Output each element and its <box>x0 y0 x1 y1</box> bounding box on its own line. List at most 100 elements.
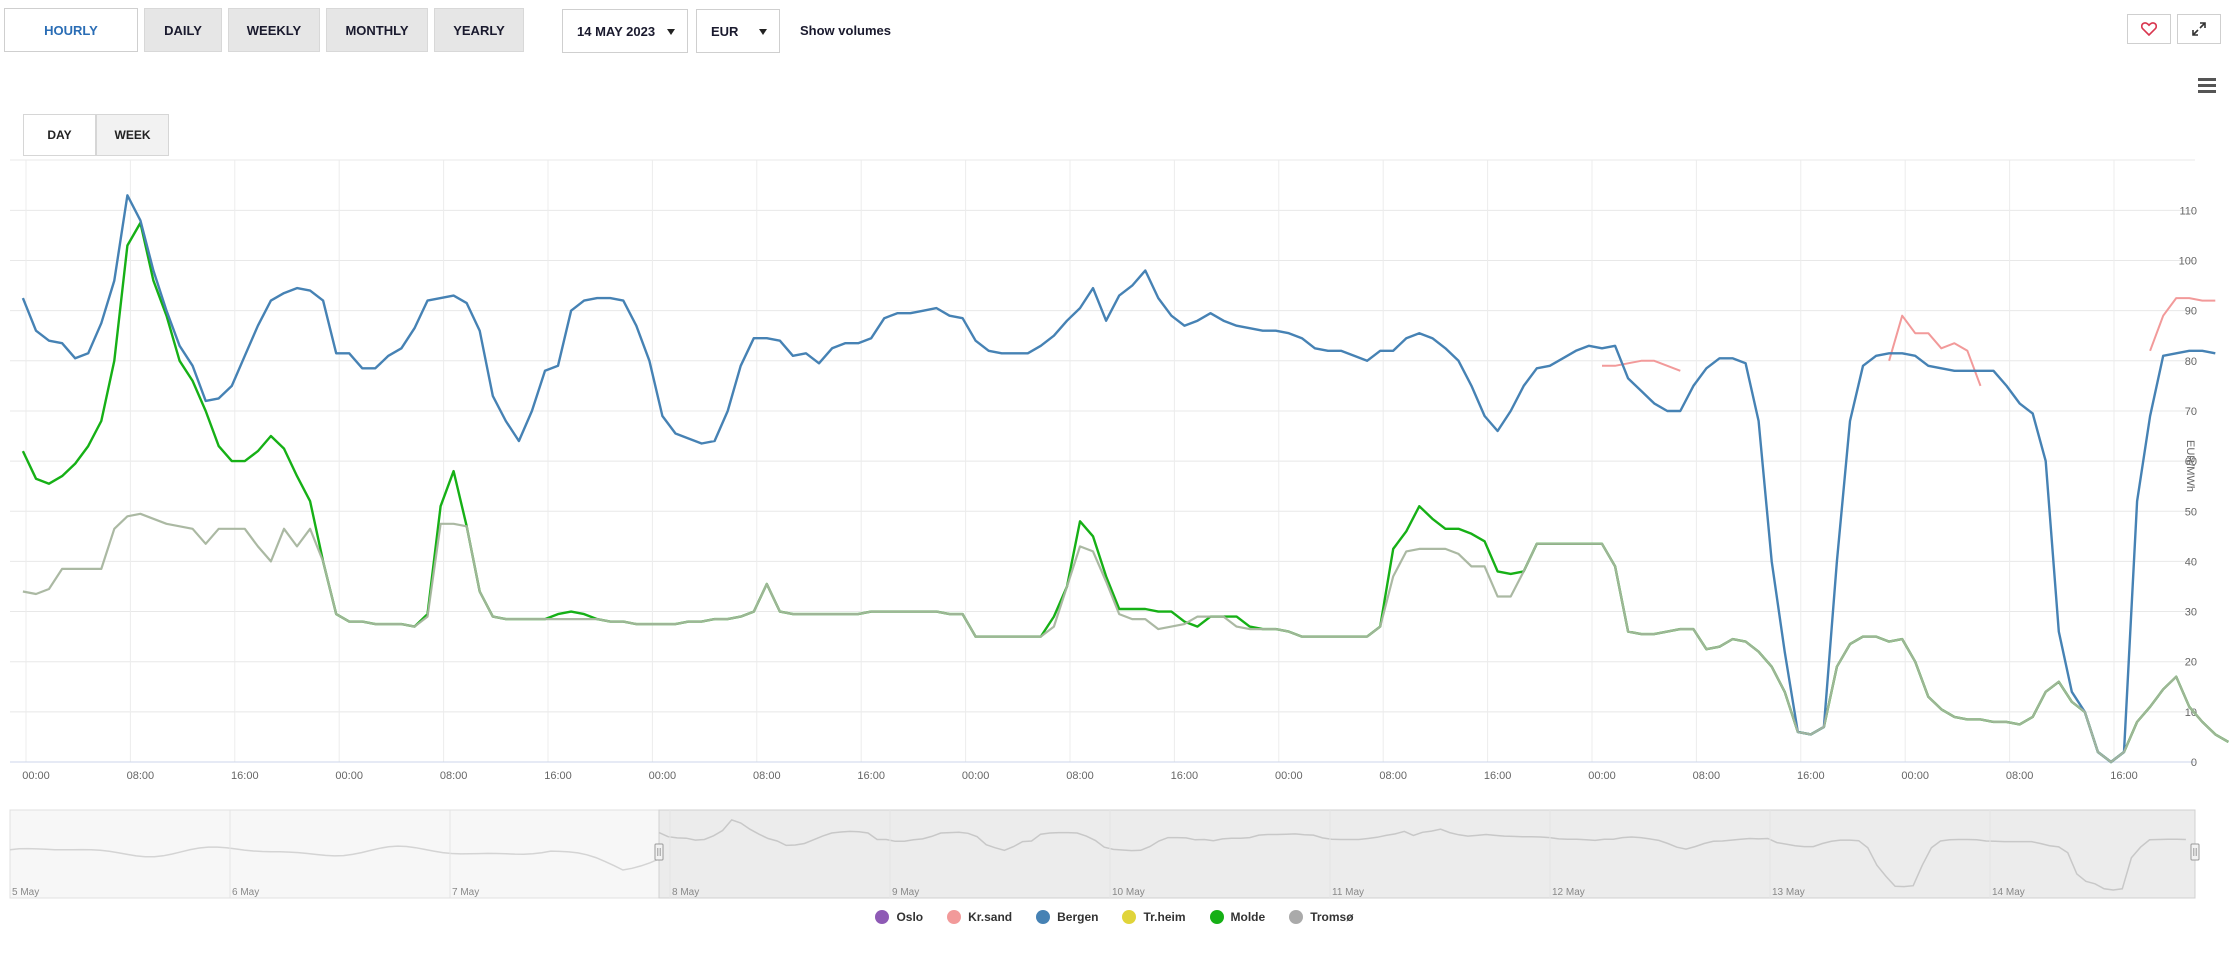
y-tick-label: 80 <box>2185 356 2197 368</box>
legend-item-molde[interactable]: Molde <box>1209 910 1266 924</box>
navigator-label: 9 May <box>892 887 919 898</box>
favorite-button[interactable] <box>2127 14 2171 44</box>
y-tick-label: 90 <box>2185 306 2197 318</box>
chart-series <box>21 194 2229 764</box>
expand-icon <box>2192 22 2206 36</box>
legend-marker <box>1289 910 1304 924</box>
tab-weekly[interactable]: WEEKLY <box>228 8 320 52</box>
y-tick-label: 50 <box>2185 506 2197 518</box>
series-line-krsand <box>2149 297 2216 352</box>
x-tick-label: 16:00 <box>1797 770 1825 782</box>
legend-marker <box>875 910 890 924</box>
legend-label: Kr.sand <box>968 910 1013 924</box>
y-tick-label: 40 <box>2185 556 2197 568</box>
navigator-label: 8 May <box>672 887 699 898</box>
x-tick-label: 08:00 <box>1379 770 1407 782</box>
legend-marker <box>1209 910 1224 924</box>
navigator-label: 10 May <box>1112 887 1145 898</box>
y-tick-label: 10 <box>2185 707 2197 719</box>
tab-monthly[interactable]: MONTHLY <box>326 8 428 52</box>
legend-label: Oslo <box>896 910 924 924</box>
navigator-line <box>658 819 2186 891</box>
tab-daily[interactable]: DAILY <box>144 8 222 52</box>
x-tick-label: 00:00 <box>962 770 990 782</box>
y-tick-label: 0 <box>2191 757 2197 769</box>
legend-item-bergen[interactable]: Bergen <box>1036 910 1098 924</box>
navigator-label: 14 May <box>1992 887 2025 898</box>
x-tick-label: 08:00 <box>753 770 781 782</box>
fullscreen-button[interactable] <box>2177 14 2221 44</box>
navigator-label: 11 May <box>1332 887 1364 898</box>
currency-select-value: EUR <box>711 23 739 39</box>
legend-item-trheim[interactable]: Tr.heim <box>1122 910 1186 924</box>
x-tick-label: 16:00 <box>544 770 572 782</box>
x-tick-label: 16:00 <box>857 770 885 782</box>
series-line-molde <box>21 221 2229 764</box>
legend-label: Bergen <box>1057 910 1099 924</box>
legend-item-troms[interactable]: Tromsø <box>1289 910 1354 924</box>
y-tick-label: 100 <box>2179 256 2197 268</box>
x-tick-label: 16:00 <box>231 770 259 782</box>
legend-marker <box>947 910 962 924</box>
x-tick-label: 00:00 <box>649 770 677 782</box>
range-day-button[interactable]: DAY <box>23 114 96 156</box>
y-tick-label: 110 <box>2179 205 2197 217</box>
navigator-label: 12 May <box>1552 887 1585 898</box>
date-picker[interactable]: 14 MAY 2023 <box>562 9 688 53</box>
x-tick-label: 08:00 <box>127 770 155 782</box>
x-tick-label: 16:00 <box>1484 770 1512 782</box>
legend-marker <box>1122 910 1137 924</box>
tab-yearly[interactable]: YEARLY <box>434 8 524 52</box>
legend-label: Molde <box>1230 910 1266 924</box>
legend-item-krsand[interactable]: Kr.sand <box>947 910 1012 924</box>
tab-hourly[interactable]: HOURLY <box>4 8 138 52</box>
hamburger-menu-icon[interactable] <box>2198 78 2216 94</box>
series-line-bergen <box>21 194 2216 764</box>
series-line-krsand <box>1888 314 1982 387</box>
x-tick-label: 08:00 <box>1693 770 1721 782</box>
x-tick-label: 16:00 <box>2110 770 2138 782</box>
legend-label: Tromsø <box>1310 910 1354 924</box>
navigator-label: 13 May <box>1772 887 1805 898</box>
x-tick-label: 00:00 <box>22 770 50 782</box>
x-tick-label: 00:00 <box>1588 770 1616 782</box>
navigator-handle-right[interactable] <box>2190 843 2200 861</box>
price-line-chart: 0 10 20 30 40 50 60 70 80 90 100 110 00:00 08:00 16:0… <box>10 159 2229 782</box>
y-tick-label: 60 <box>2185 456 2197 468</box>
legend-label: Tr.heim <box>1143 910 1186 924</box>
range-week-button[interactable]: WEEK <box>96 114 169 156</box>
legend-marker <box>1036 910 1051 924</box>
navigator-line <box>9 845 660 871</box>
x-tick-label: 08:00 <box>440 770 468 782</box>
currency-select[interactable]: EUR <box>696 9 780 53</box>
navigator-handle-left[interactable] <box>654 843 664 861</box>
navigator-selection[interactable] <box>658 809 2196 899</box>
heart-icon <box>2141 22 2157 36</box>
y-tick-label: 20 <box>2185 657 2197 669</box>
x-tick-label: 00:00 <box>1275 770 1303 782</box>
navigator-label: 7 May <box>452 887 479 898</box>
x-tick-label: 16:00 <box>1171 770 1199 782</box>
show-volumes-toggle[interactable]: Show volumes <box>800 23 892 38</box>
interval-tabs: HOURLY DAILY WEEKLY MONTHLY YEARLY <box>4 8 530 52</box>
x-tick-label: 08:00 <box>2006 770 2034 782</box>
navigator-label: 6 May <box>232 887 259 898</box>
y-axis-title: EUR/MWh <box>2184 440 2196 492</box>
series-line-troms <box>22 512 2229 764</box>
legend-item-oslo[interactable]: Oslo <box>875 910 923 924</box>
date-picker-value: 14 MAY 2023 <box>577 23 656 39</box>
y-tick-label: 70 <box>2185 406 2197 418</box>
x-axis: 00:00 08:00 16:00 00:00 08:00 16:00 00:00 08:00… <box>22 770 2138 782</box>
series-line-krsand <box>1602 359 1681 372</box>
y-tick-label: 30 <box>2185 607 2197 619</box>
x-tick-label: 00:00 <box>1901 770 1929 782</box>
chevron-down-icon <box>759 29 767 35</box>
range-navigator[interactable]: 5 May 6 May 7 May 8 May 9 May 10 May 11 May 12 … <box>0 808 2229 903</box>
chart-legend: Oslo Kr.sand Bergen Tr.heim Molde Tromsø <box>0 910 2229 924</box>
x-tick-label: 00:00 <box>335 770 363 782</box>
x-tick-label: 08:00 <box>1066 770 1094 782</box>
navigator-label: 5 May <box>12 887 39 898</box>
chevron-down-icon <box>667 29 675 35</box>
chart-grid <box>10 159 2195 763</box>
y-axis: 0 10 20 30 40 50 60 70 80 90 100 110 <box>2179 205 2197 769</box>
